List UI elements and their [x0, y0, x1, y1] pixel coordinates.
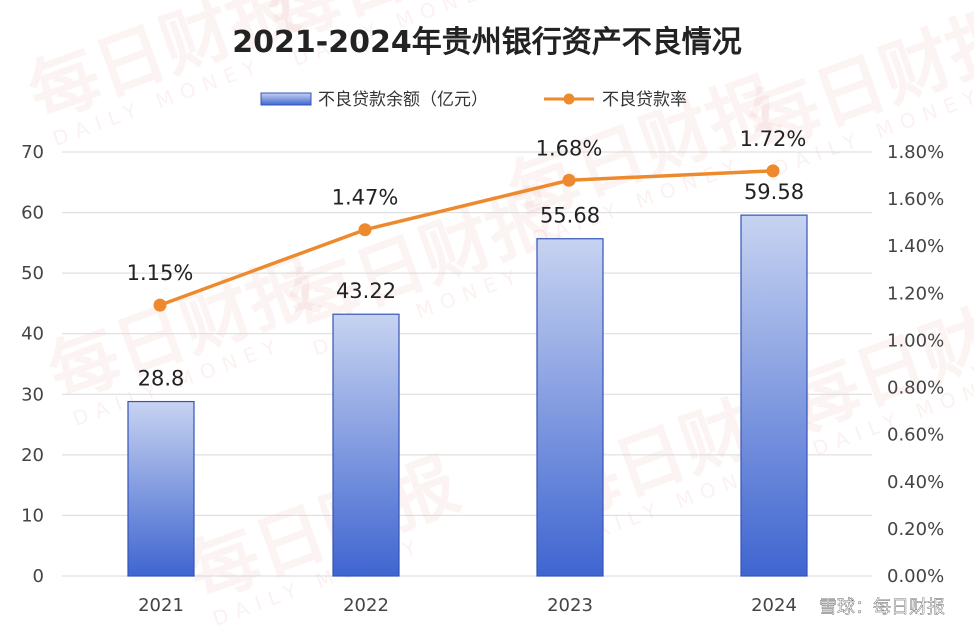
bar-series: 28.8 43.22 55.68 59.58 — [127, 180, 808, 577]
rate-point — [153, 298, 167, 312]
right-tick-label: 1.40% — [887, 236, 944, 257]
bar — [740, 214, 808, 577]
right-tick-label: 0.00% — [887, 566, 944, 587]
left-tick-label: 60 — [21, 203, 44, 224]
right-tick-label: 0.40% — [887, 472, 944, 493]
gridlines — [62, 151, 872, 577]
source-credit: 雪球：每日财报 — [819, 597, 945, 618]
bar-data-label: 59.58 — [744, 180, 804, 204]
right-axis-ticks: 0.00% 0.20% 0.40% 0.60% 0.80% 1.00% 1.20% 1.40%… — [887, 142, 944, 587]
rate-point — [562, 173, 576, 187]
bar — [332, 313, 400, 577]
x-tick-label: 2024 — [751, 595, 797, 616]
rate-data-label: 1.72% — [740, 127, 807, 151]
rate-point — [358, 223, 372, 237]
rate-data-label: 1.15% — [127, 261, 194, 285]
legend-bar-label: 不良贷款余额（亿元） — [318, 90, 488, 110]
watermark-text: 每日财报 — [18, 0, 309, 136]
x-tick-label: 2022 — [343, 595, 389, 616]
bar — [536, 238, 604, 577]
x-tick-label: 2023 — [547, 595, 593, 616]
left-tick-label: 30 — [21, 384, 44, 405]
left-tick-label: 70 — [21, 142, 44, 163]
x-tick-label: 2021 — [138, 595, 184, 616]
x-axis-ticks: 2021 2022 2023 2024 — [138, 595, 797, 616]
right-tick-label: 1.20% — [887, 283, 944, 304]
chart-title: 2021-2024年贵州银行资产不良情况 — [232, 25, 741, 60]
bar-data-label: 55.68 — [540, 204, 600, 228]
legend-line-label: 不良贷款率 — [602, 90, 687, 110]
legend-line-marker — [563, 93, 575, 105]
left-tick-label: 10 — [21, 505, 44, 526]
left-axis-ticks: 0 10 20 30 40 50 60 70 — [21, 142, 44, 587]
right-tick-label: 1.80% — [887, 142, 944, 163]
right-tick-label: 0.80% — [887, 378, 944, 399]
rate-data-label: 1.68% — [536, 136, 603, 160]
right-tick-label: 1.60% — [887, 189, 944, 210]
legend: 不良贷款余额（亿元） 不良贷款率 — [260, 90, 687, 110]
left-tick-label: 50 — [21, 263, 44, 284]
rate-line-series: 1.15% 1.47% 1.68% 1.72% — [127, 127, 807, 312]
legend-bar-swatch — [260, 92, 312, 106]
left-tick-label: 20 — [21, 445, 44, 466]
right-tick-label: 0.20% — [887, 519, 944, 540]
rate-data-label: 1.47% — [332, 186, 399, 210]
rate-line — [159, 169, 774, 307]
rate-point — [766, 164, 780, 178]
left-tick-label: 40 — [21, 324, 44, 345]
left-tick-label: 0 — [33, 566, 44, 587]
bar-data-label: 43.22 — [336, 279, 396, 303]
right-tick-label: 1.00% — [887, 330, 944, 351]
right-tick-label: 0.60% — [887, 425, 944, 446]
bar — [127, 400, 195, 577]
bar-data-label: 28.8 — [138, 367, 185, 391]
